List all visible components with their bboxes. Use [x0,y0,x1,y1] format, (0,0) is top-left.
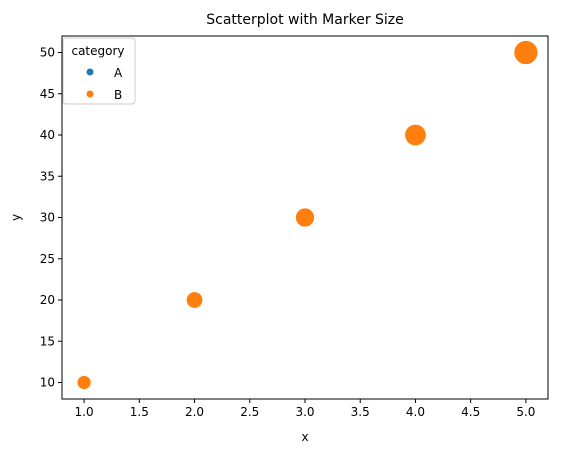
y-axis-ticks: 10 15 20 25 30 35 40 45 50 [40,46,62,390]
y-tick-label: 30 [40,211,55,225]
x-tick-label: 4.5 [461,405,480,419]
y-tick-label: 20 [40,293,55,307]
x-tick-label: 2.0 [185,405,204,419]
data-point [404,123,427,147]
x-tick-label: 1.0 [75,405,94,419]
points-layer [76,40,539,390]
legend-box [62,37,136,105]
y-tick-label: 50 [40,46,55,60]
x-axis-label: x [301,430,308,444]
y-tick-label: 40 [40,128,55,142]
data-point [76,375,92,390]
y-tick-label: 45 [40,87,55,101]
x-axis-ticks: 1.0 1.5 2.0 2.5 3.0 3.5 4.0 4.5 5.0 [75,399,535,419]
data-point [295,207,315,228]
legend-marker-a [86,68,94,76]
y-tick-label: 25 [40,252,55,266]
x-tick-label: 3.5 [351,405,370,419]
y-tick-label: 10 [40,376,55,390]
legend-marker-b [86,90,94,98]
data-point [513,40,539,65]
x-tick-label: 4.0 [406,405,425,419]
chart-title: Scatterplot with Marker Size [206,12,404,28]
x-tick-label: 3.0 [295,405,314,419]
x-tick-label: 5.0 [516,405,535,419]
x-tick-label: 2.5 [240,405,259,419]
y-tick-label: 35 [40,169,55,183]
legend: category A B [62,37,136,105]
legend-label-a: A [114,66,123,80]
legend-label-b: B [114,88,122,102]
x-tick-label: 1.5 [130,405,149,419]
y-axis-label: y [9,214,23,221]
y-tick-label: 15 [40,334,55,348]
legend-title: category [71,44,124,58]
data-point [185,291,204,309]
